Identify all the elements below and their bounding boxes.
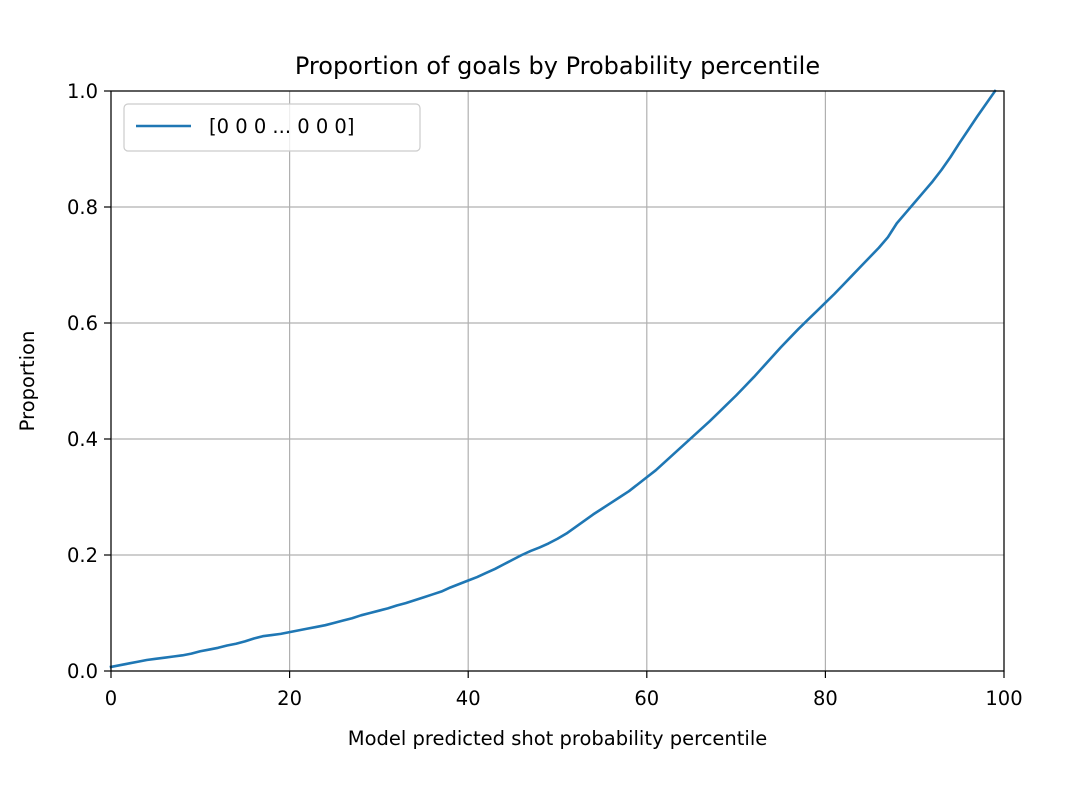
y-tick-label: 0.8	[67, 196, 98, 219]
series-layer	[109, 89, 997, 669]
y-tick-label: 0.6	[67, 312, 98, 335]
y-tick-label: 0.0	[67, 660, 98, 683]
x-axis-label: Model predicted shot probability percent…	[348, 727, 768, 750]
grid	[110, 90, 1005, 672]
legend-box	[123, 103, 421, 152]
axes-frame	[110, 90, 1005, 672]
x-tick-label: 20	[277, 687, 302, 710]
x-tick-label: 100	[985, 687, 1022, 710]
tick-layer: 0 20 40 60 80 100 0.0 0.2 0.4 0.6 0.8 1.0	[67, 80, 1023, 710]
y-tick-label: 1.0	[67, 80, 98, 103]
legend: [0 0 0 ... 0 0 0]	[123, 103, 421, 152]
y-tick-label: 0.4	[67, 428, 98, 451]
x-tick-label: 0	[105, 687, 117, 710]
series-line	[109, 89, 997, 669]
x-tick-label: 60	[634, 687, 659, 710]
y-tick-label: 0.2	[67, 544, 98, 567]
chart-title: Proportion of goals by Probability perce…	[295, 52, 820, 80]
y-axis-label: Proportion	[16, 331, 39, 432]
legend-label: [0 0 0 ... 0 0 0]	[209, 115, 354, 138]
x-tick-label: 40	[456, 687, 481, 710]
x-tick-label: 80	[813, 687, 838, 710]
